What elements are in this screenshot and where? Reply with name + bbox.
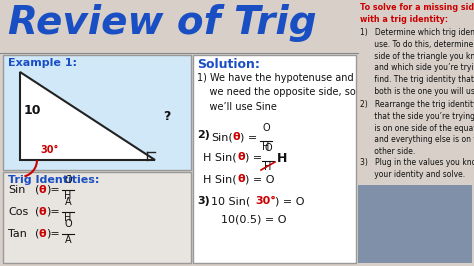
Bar bbox=[3, 55, 191, 170]
Text: Sin: Sin bbox=[8, 185, 26, 195]
Text: (: ( bbox=[35, 207, 39, 217]
Text: ?: ? bbox=[163, 110, 170, 123]
Text: Cos: Cos bbox=[8, 207, 28, 217]
Text: A: A bbox=[64, 235, 71, 245]
Text: Tan: Tan bbox=[8, 229, 27, 239]
Text: H Sin(: H Sin( bbox=[203, 174, 237, 184]
Text: H: H bbox=[264, 162, 272, 172]
Bar bbox=[3, 172, 191, 263]
Text: θ: θ bbox=[39, 229, 46, 239]
Text: 10(0.5) = O: 10(0.5) = O bbox=[221, 214, 286, 224]
Text: 3): 3) bbox=[197, 196, 210, 206]
Text: θ: θ bbox=[238, 174, 246, 184]
Text: H: H bbox=[64, 191, 72, 201]
Text: H: H bbox=[262, 142, 270, 152]
Text: θ: θ bbox=[233, 132, 241, 142]
Text: )=: )= bbox=[46, 229, 60, 239]
Polygon shape bbox=[20, 72, 155, 160]
Text: 30°: 30° bbox=[40, 145, 58, 155]
Text: O: O bbox=[64, 219, 72, 229]
Text: 1) We have the hypotenuse and
    we need the opposite side, so
    we’ll use Si: 1) We have the hypotenuse and we need th… bbox=[197, 73, 356, 112]
Text: θ: θ bbox=[39, 185, 46, 195]
Text: Sin(: Sin( bbox=[211, 132, 233, 142]
Text: ) = O: ) = O bbox=[245, 174, 274, 184]
Text: ) = O: ) = O bbox=[275, 196, 304, 206]
Text: )=: )= bbox=[46, 207, 60, 217]
Text: H: H bbox=[277, 152, 287, 165]
Text: ) =: ) = bbox=[240, 132, 257, 142]
Text: 3)   Plug in the values you know into
      your identity and solve.: 3) Plug in the values you know into your… bbox=[360, 158, 474, 179]
Text: (: ( bbox=[35, 185, 39, 195]
Text: 2): 2) bbox=[197, 130, 210, 140]
Text: Trig Identities:: Trig Identities: bbox=[8, 175, 100, 185]
Text: )=: )= bbox=[46, 185, 60, 195]
Text: H: H bbox=[64, 213, 72, 223]
Text: 30°: 30° bbox=[255, 196, 276, 206]
Text: O: O bbox=[262, 123, 270, 133]
Text: 10 Sin(: 10 Sin( bbox=[211, 196, 250, 206]
Text: Solution:: Solution: bbox=[197, 58, 260, 71]
Text: Review of Trig: Review of Trig bbox=[8, 4, 317, 42]
Text: O: O bbox=[64, 175, 72, 185]
Text: A: A bbox=[64, 197, 71, 207]
Text: (: ( bbox=[35, 229, 39, 239]
Text: θ: θ bbox=[238, 152, 246, 162]
Text: H Sin(: H Sin( bbox=[203, 152, 237, 162]
Text: ) =: ) = bbox=[245, 152, 262, 162]
Text: O: O bbox=[264, 143, 272, 153]
Text: Example 1:: Example 1: bbox=[8, 58, 77, 68]
Text: 2)   Rearrange the trig identity so
      that the side you’re trying to find
  : 2) Rearrange the trig identity so that t… bbox=[360, 100, 474, 156]
Bar bbox=[193, 55, 356, 263]
Bar bbox=[358, 185, 472, 263]
Text: To solve for a missing side of a triangle
with a trig identity:: To solve for a missing side of a triangl… bbox=[360, 3, 474, 24]
Text: 1)   Determine which trig identity to
      use. To do this, determine which
   : 1) Determine which trig identity to use.… bbox=[360, 28, 474, 96]
Text: θ: θ bbox=[39, 207, 46, 217]
Text: 10: 10 bbox=[23, 105, 41, 118]
